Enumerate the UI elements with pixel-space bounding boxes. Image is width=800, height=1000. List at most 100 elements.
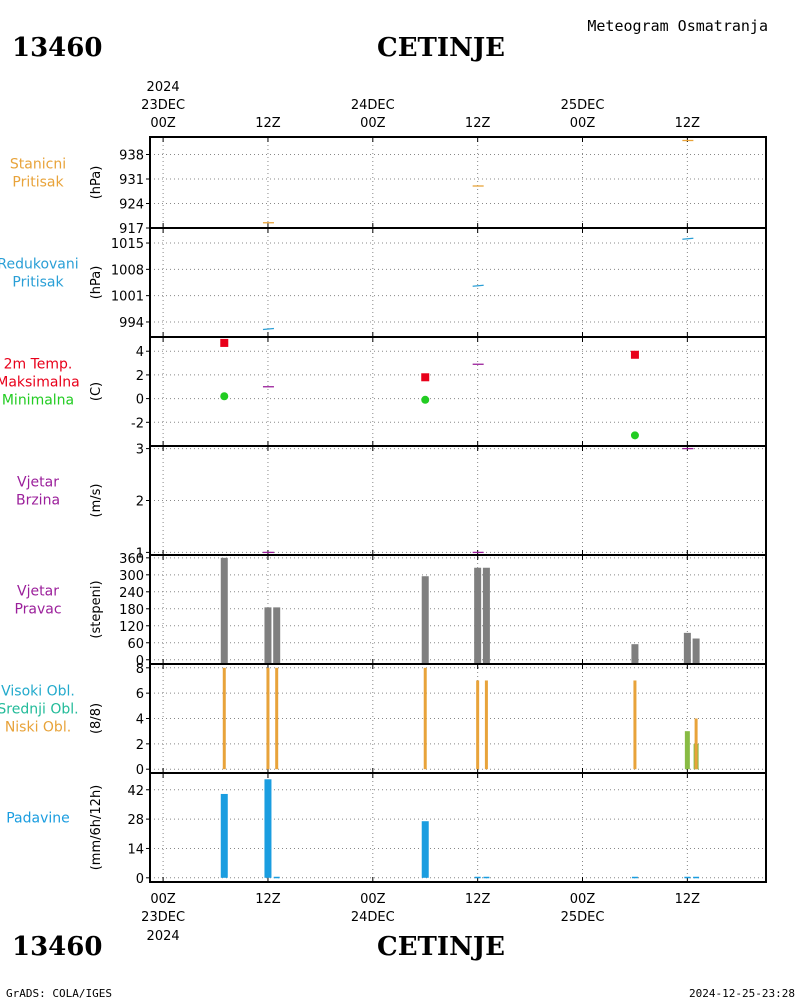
direction-bar xyxy=(474,567,482,664)
y-tick-label: 360 xyxy=(119,552,144,567)
y-tick-label: 28 xyxy=(127,813,144,828)
year-label-bottom: 2024 xyxy=(147,929,180,944)
cloud-low-bar xyxy=(476,680,480,770)
precip-bar xyxy=(684,876,691,879)
panel-frame xyxy=(149,336,767,447)
y-tick-label: 300 xyxy=(119,569,144,584)
direction-bar xyxy=(264,607,272,664)
tmin-marker xyxy=(220,392,229,401)
y-axis-label: (hPa) xyxy=(89,266,104,300)
station-name-top: CETINJE xyxy=(377,33,505,63)
precip-bar xyxy=(421,821,429,878)
date-label-top: 24DEC xyxy=(351,98,395,113)
time-tick-label-top: 00Z xyxy=(360,116,386,131)
data-point-dash xyxy=(472,284,484,287)
product-title: Meteogram Osmatranja xyxy=(587,17,768,35)
panel-station_pressure xyxy=(146,136,767,229)
y-tick-label: 6 xyxy=(136,687,144,702)
time-tick-label-top: 12Z xyxy=(255,116,281,131)
precip-bar xyxy=(693,876,700,879)
panel-side-label: 2m Temp. xyxy=(4,357,73,373)
y-axis-label: (8/8) xyxy=(89,703,104,734)
cloud-low-bar xyxy=(423,667,427,770)
direction-bar xyxy=(421,576,429,664)
direction-bar xyxy=(683,632,691,664)
time-tick-label-bottom: 00Z xyxy=(570,892,596,907)
precip-bar xyxy=(483,876,490,879)
tmin-marker xyxy=(630,431,639,440)
plot-area: 2024202400Z00Z23DEC23DEC12Z12Z00Z00Z24DE… xyxy=(0,80,767,944)
y-tick-label: 1001 xyxy=(111,290,144,305)
data-point-dash xyxy=(262,327,275,331)
y-tick-label: 4 xyxy=(136,713,144,728)
y-tick-label: 1008 xyxy=(111,263,144,278)
time-tick-label-bottom: 00Z xyxy=(360,892,386,907)
panel-clouds xyxy=(146,663,767,774)
cloud-mid-bar xyxy=(684,731,690,770)
y-tick-label: 917 xyxy=(119,222,144,237)
time-tick-label-top: 00Z xyxy=(570,116,596,131)
y-tick-label: 938 xyxy=(119,149,144,164)
footer-credit: GrADS: COLA/IGES xyxy=(6,987,112,1000)
panel-side-label: Pritisak xyxy=(12,175,64,191)
panel-frame xyxy=(149,227,767,338)
cloud-low-bar xyxy=(222,667,226,770)
panel-temperature xyxy=(146,336,767,447)
panel-wind_speed xyxy=(146,445,767,556)
panel-side-label: Padavine xyxy=(6,811,70,827)
footer-timestamp: 2024-12-25-23:28 xyxy=(689,987,795,1000)
cloud-low-bar xyxy=(633,680,637,770)
date-label-top: 23DEC xyxy=(141,98,185,113)
panel-side-label: Vjetar xyxy=(17,584,59,600)
y-tick-label: 2 xyxy=(136,738,144,753)
direction-bar xyxy=(273,607,281,664)
panel-wind_direction xyxy=(146,554,767,665)
station-id-top: 13460 xyxy=(12,33,102,63)
panel-side-label: Pravac xyxy=(14,602,61,618)
y-tick-label: 2 xyxy=(136,369,144,384)
precip-bar xyxy=(220,793,228,878)
panel-frame xyxy=(149,554,767,665)
tmin-marker xyxy=(421,395,430,404)
y-tick-label: 120 xyxy=(119,620,144,635)
time-tick-label-top: 12Z xyxy=(465,116,491,131)
date-label-bottom: 25DEC xyxy=(561,910,605,925)
y-tick-label: 931 xyxy=(119,173,144,188)
direction-bar xyxy=(482,567,490,664)
panel-frame xyxy=(149,136,767,229)
panel-side-label: Niski Obl. xyxy=(5,720,71,736)
date-label-top: 25DEC xyxy=(561,98,605,113)
station-id-bottom: 13460 xyxy=(12,932,102,962)
panel-precipitation xyxy=(146,772,767,883)
y-tick-label: 240 xyxy=(119,586,144,601)
y-tick-label: 14 xyxy=(127,842,144,857)
y-axis-label: (stepeni) xyxy=(89,580,104,638)
time-tick-label-bottom: 00Z xyxy=(150,892,176,907)
cloud-low-bar xyxy=(266,667,270,770)
time-tick-label-top: 12Z xyxy=(675,116,701,131)
date-label-bottom: 23DEC xyxy=(141,910,185,925)
y-tick-label: 4 xyxy=(136,345,144,360)
y-tick-label: 2 xyxy=(136,495,144,510)
time-tick-label-top: 00Z xyxy=(150,116,176,131)
y-tick-label: 1 xyxy=(136,546,144,561)
direction-bar xyxy=(220,557,228,664)
panel-side-label: Brzina xyxy=(16,493,60,509)
y-tick-label: 0 xyxy=(136,393,144,408)
y-axis-label: (C) xyxy=(89,382,104,401)
panel-side-label: Stanicni xyxy=(10,157,66,173)
panel-side-label: Srednji Obl. xyxy=(0,702,79,718)
time-tick-label-bottom: 12Z xyxy=(675,892,701,907)
tmax-marker xyxy=(220,338,229,347)
year-label-top: 2024 xyxy=(147,80,180,95)
y-tick-label: -2 xyxy=(131,416,144,431)
precip-bar xyxy=(631,876,638,879)
y-axis-label: (hPa) xyxy=(89,166,104,200)
time-tick-label-bottom: 12Z xyxy=(255,892,281,907)
cloud-low-bar xyxy=(275,667,279,770)
tmax-marker xyxy=(421,373,430,382)
tmax-marker xyxy=(630,350,639,359)
date-label-bottom: 24DEC xyxy=(351,910,395,925)
y-tick-label: 924 xyxy=(119,198,144,213)
